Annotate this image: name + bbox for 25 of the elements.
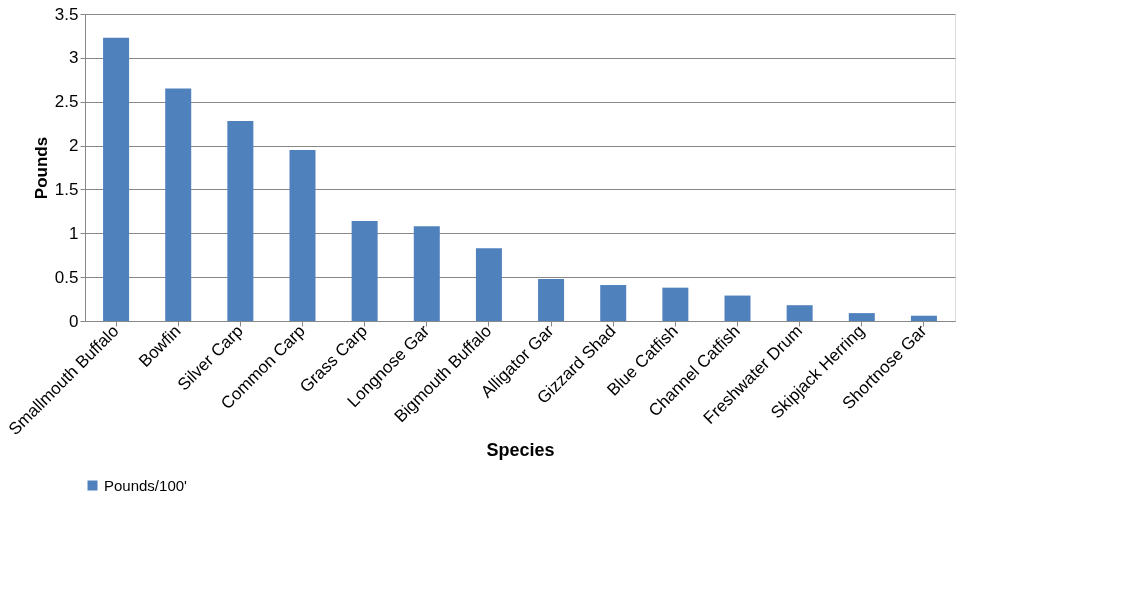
bar [786,305,813,321]
bar [910,315,937,321]
y-tick-label: 2 [69,136,79,156]
bar [538,278,565,321]
y-tick-label: 0.5 [54,267,79,287]
bar [848,313,875,321]
bar [103,37,130,321]
bar [662,287,689,321]
bar [289,149,316,321]
bar [351,221,378,321]
bar [413,226,440,321]
y-tick-label: 2.5 [54,92,79,112]
bar [600,285,627,321]
bar [724,295,751,321]
x-axis-title: Species [486,440,555,461]
y-axis-title: Pounds [31,136,51,200]
y-tick-label: 1.5 [54,179,79,199]
y-tick-label: 0 [69,311,79,331]
bar [165,88,192,321]
bar [475,248,502,321]
legend-label: Pounds/100' [104,476,188,494]
y-tick-label: 3 [69,48,79,68]
bar [227,121,254,321]
y-tick-label: 1 [69,223,79,243]
y-tick-label: 3.5 [54,4,79,24]
